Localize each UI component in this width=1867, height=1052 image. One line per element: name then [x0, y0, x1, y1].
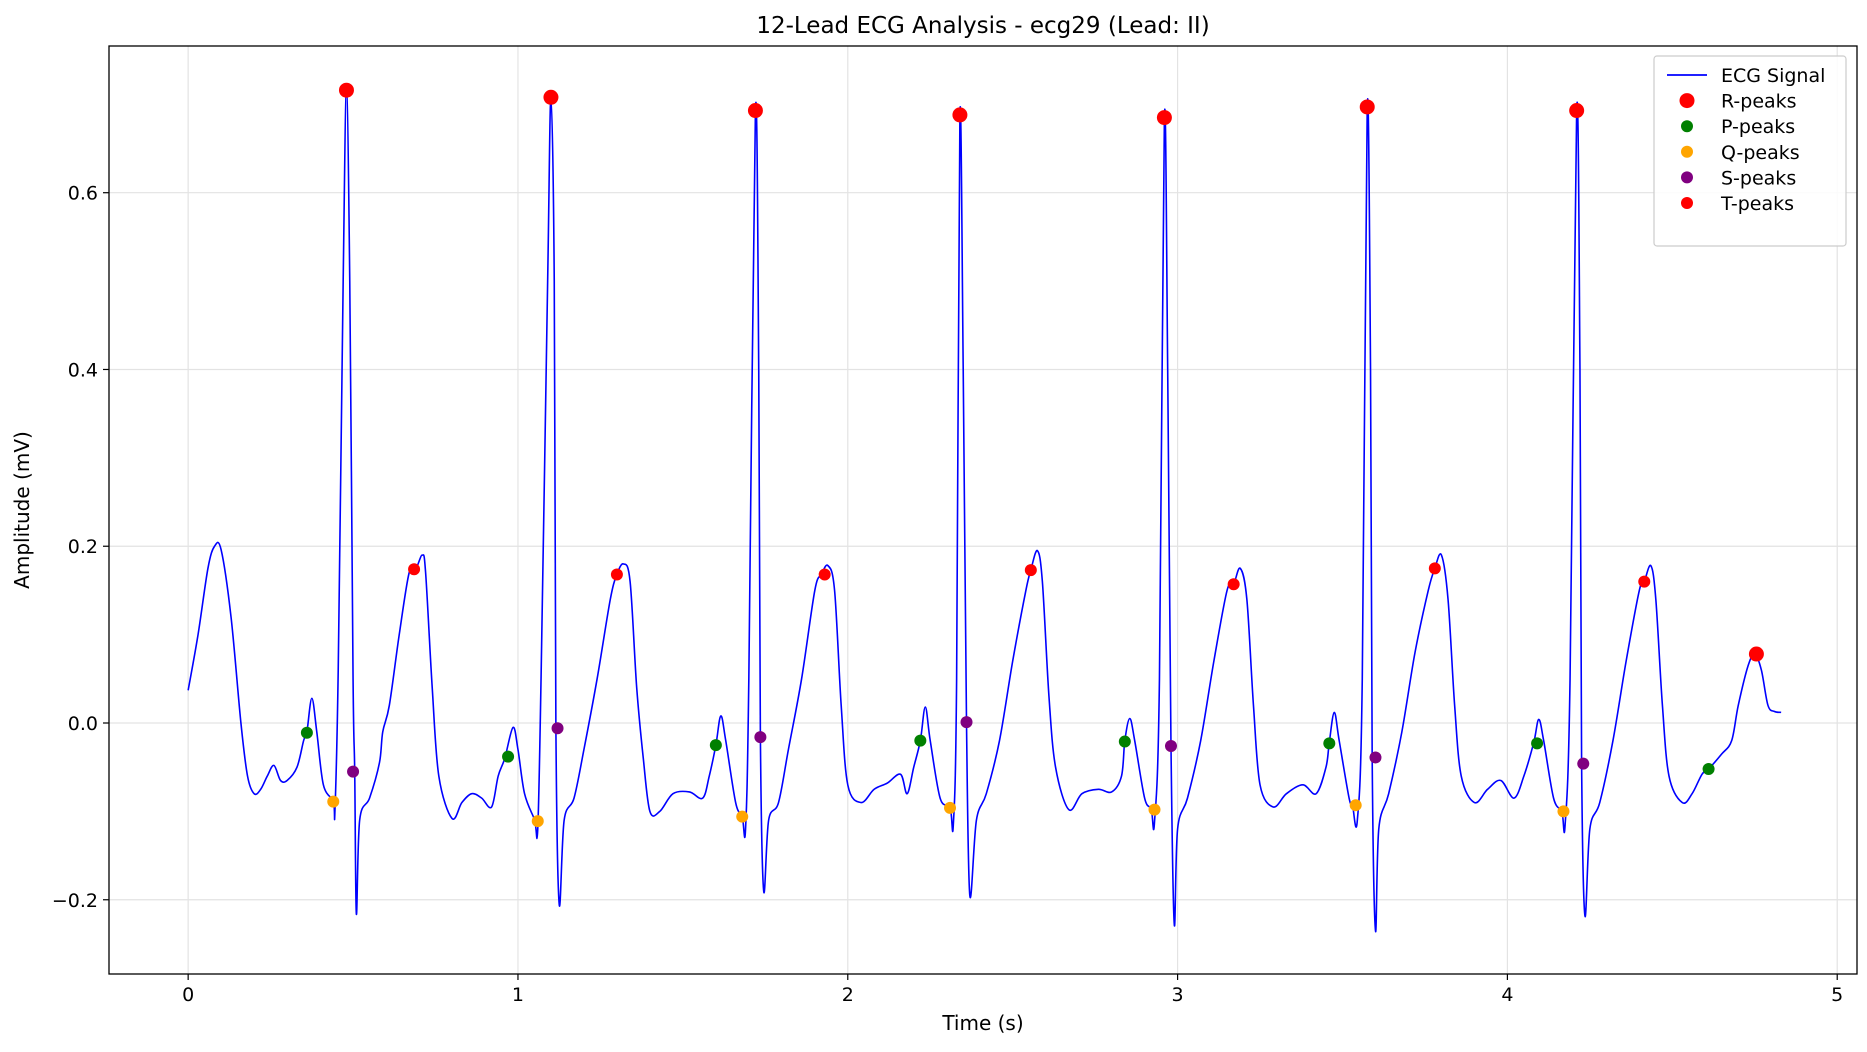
t-peak-marker — [1638, 575, 1651, 588]
r-peak-marker — [543, 89, 559, 105]
p-peak-marker — [914, 734, 927, 747]
legend-marker-swatch — [1681, 197, 1693, 209]
t-peak-marker — [610, 568, 623, 581]
t-peak-marker — [1024, 564, 1037, 577]
p-peak-marker — [709, 739, 722, 752]
s-peak-marker — [754, 731, 767, 744]
chart-title: 12-Lead ECG Analysis - ecg29 (Lead: II) — [756, 13, 1209, 39]
s-peak-marker — [1577, 757, 1590, 770]
t-peak-marker — [818, 568, 831, 581]
legend-marker-swatch — [1681, 145, 1693, 158]
legend-label: R-peaks — [1721, 91, 1797, 113]
y-axis-label: Amplitude (mV) — [10, 431, 34, 589]
y-tick-label: 0.2 — [68, 536, 98, 558]
plot-area — [187, 82, 1782, 933]
p-peak-marker — [1118, 735, 1131, 748]
q-peak-marker — [1557, 805, 1570, 818]
r-peak-marker — [338, 82, 354, 98]
legend-label: T-peaks — [1720, 193, 1794, 215]
p-peak-marker — [300, 726, 313, 739]
y-tick-label: −0.2 — [52, 890, 98, 912]
s-peak-marker — [1369, 751, 1382, 764]
y-tick-label: 0.4 — [68, 359, 98, 381]
legend-label: Q-peaks — [1721, 142, 1800, 164]
s-peak-marker — [1164, 739, 1177, 752]
y-tick-label: 0.0 — [68, 713, 98, 735]
q-peak-marker — [736, 810, 749, 823]
x-axis-label: Time (s) — [941, 1011, 1023, 1035]
legend-label: S-peaks — [1721, 167, 1796, 189]
r-peak-marker — [1748, 646, 1764, 662]
legend-items: ECG Signal R-peaks P-peaks Q-peaks S-peaks T-… — [1667, 65, 1825, 215]
r-peak-marker — [952, 107, 968, 123]
q-peak-marker — [531, 815, 544, 828]
plot-frame — [108, 45, 1858, 975]
p-peak-marker — [1702, 762, 1715, 775]
legend-marker-swatch — [1679, 93, 1695, 109]
legend: ECG Signal R-peaks P-peaks Q-peaks S-peaks T-… — [1653, 55, 1847, 247]
p-peak-marker — [1531, 737, 1544, 750]
q-peak-marker — [944, 801, 957, 814]
r-peak-marker — [1156, 110, 1172, 126]
q-peak-marker — [327, 795, 340, 808]
grid — [109, 46, 1857, 974]
t-peak-marker — [1428, 562, 1441, 575]
legend-label: P-peaks — [1721, 116, 1795, 138]
legend-marker-swatch — [1681, 120, 1693, 133]
axis-ticks: 0 1 2 3 4 5 −0.2 0.0 0.2 0.4 0.6 — [52, 183, 1843, 1006]
s-peak-marker — [960, 716, 973, 729]
p-peak-marker — [502, 750, 515, 763]
x-tick-label: 5 — [1831, 984, 1843, 1006]
t-peak-marker — [408, 563, 421, 576]
x-tick-label: 4 — [1501, 984, 1513, 1006]
q-peak-marker — [1349, 799, 1362, 812]
peak-markers — [300, 82, 1764, 828]
s-peak-marker — [347, 765, 360, 778]
legend-marker-swatch — [1681, 171, 1693, 184]
ecg-signal-line — [187, 89, 1782, 933]
t-peak-marker — [1227, 578, 1240, 591]
r-peak-marker — [747, 103, 763, 119]
legend-box — [1653, 55, 1847, 247]
x-tick-label: 0 — [182, 984, 194, 1006]
y-tick-label: 0.6 — [68, 183, 98, 205]
x-tick-label: 2 — [842, 984, 854, 1006]
s-peak-marker — [551, 722, 564, 735]
x-tick-label: 3 — [1172, 984, 1184, 1006]
x-tick-label: 1 — [512, 984, 524, 1006]
r-peak-marker — [1569, 103, 1585, 119]
p-peak-marker — [1323, 737, 1336, 750]
q-peak-marker — [1148, 803, 1161, 816]
r-peak-marker — [1359, 99, 1375, 115]
legend-label: ECG Signal — [1721, 65, 1825, 87]
